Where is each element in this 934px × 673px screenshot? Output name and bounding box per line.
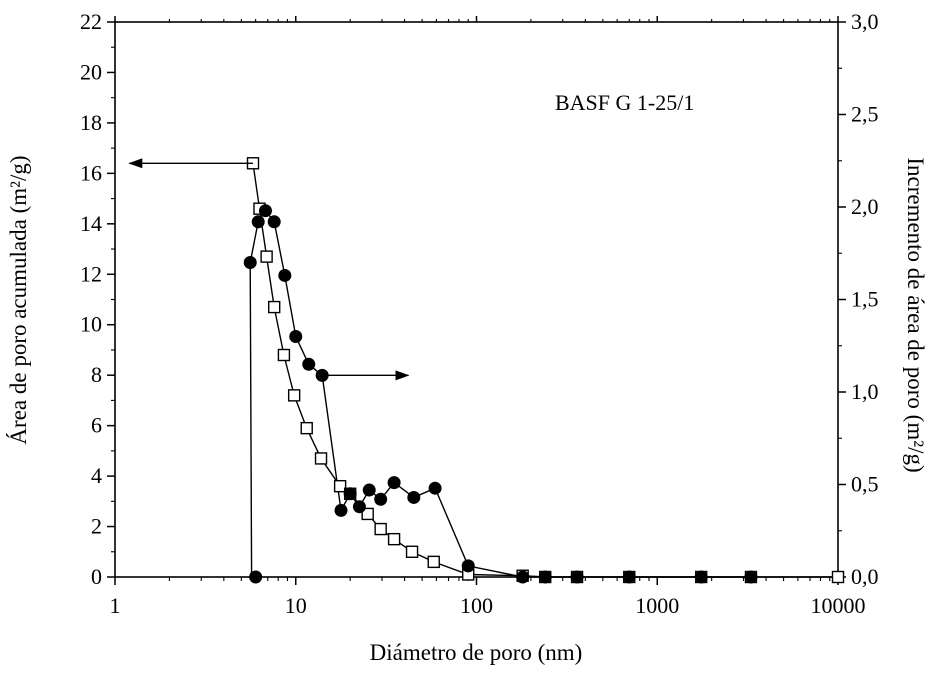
- y-right-tick-label: 0,5: [851, 472, 879, 497]
- y-left-tick-label: 16: [80, 160, 102, 185]
- y-left-tick-label: 10: [80, 312, 102, 337]
- data-point-square: [260, 250, 273, 263]
- data-point-square: [427, 555, 440, 569]
- y-right-tick-label: 3,0: [851, 9, 879, 34]
- axis-ticks: [107, 16, 846, 585]
- y-right-tick-label: 0,0: [851, 564, 879, 589]
- x-axis-label: Diámetro de poro (nm): [370, 640, 583, 665]
- series-line-2: [249, 209, 751, 578]
- data-point-circle: [267, 215, 281, 229]
- data-point-square: [277, 348, 291, 362]
- y-left-tick-label: 2: [91, 514, 102, 539]
- y-left-tick-label: 22: [80, 9, 102, 34]
- data-point-square: [361, 507, 374, 521]
- data-point-square: [333, 479, 347, 493]
- data-point-circle: [374, 492, 388, 506]
- data-point-circle: [516, 570, 530, 584]
- data-point-circle: [343, 487, 357, 501]
- data-point-circle: [249, 570, 263, 584]
- data-point-circle: [352, 500, 366, 514]
- series-arrows: [128, 158, 410, 381]
- y-left-tick-label: 12: [80, 261, 102, 286]
- y-left-tick-label: 20: [80, 59, 102, 84]
- y-right-tick-label: 2,0: [851, 194, 879, 219]
- x-tick-label: 100: [460, 593, 493, 618]
- data-point-circle: [570, 570, 584, 584]
- data-point-square: [405, 545, 419, 558]
- y-left-tick-label: 8: [91, 362, 102, 387]
- data-point-square: [387, 532, 401, 546]
- data-point-circle: [461, 559, 475, 573]
- y-axis-left-label: Área de poro acumulada (m²/g): [6, 155, 31, 444]
- x-tick-label: 10000: [811, 593, 866, 618]
- y-left-tick-label: 18: [80, 110, 102, 135]
- data-point-square: [374, 522, 387, 536]
- y-left-tick-label: 4: [91, 463, 102, 488]
- data-point-circle: [538, 570, 552, 584]
- data-point-circle: [289, 330, 303, 343]
- y-right-tick-label: 2,5: [851, 102, 879, 127]
- data-point-square: [831, 570, 845, 584]
- data-point-square: [287, 389, 301, 402]
- data-point-circle: [315, 368, 329, 382]
- data-point-circle: [251, 215, 265, 229]
- x-tick-label: 1: [110, 593, 121, 618]
- data-point-circle: [258, 204, 272, 218]
- data-point-circle: [278, 268, 292, 282]
- data-point-circle: [428, 481, 442, 495]
- data-point-square: [300, 421, 313, 435]
- data-point-circle: [334, 503, 348, 517]
- data-point-square: [314, 452, 328, 465]
- chart-annotation: BASF G 1-25/1: [555, 90, 694, 115]
- plot-frame: [114, 21, 839, 578]
- data-point-circle: [744, 570, 758, 584]
- y-left-tick-label: 0: [91, 564, 102, 589]
- data-point-circle: [243, 256, 257, 269]
- data-point-circle: [622, 570, 636, 584]
- y-left-tick-label: 6: [91, 413, 102, 438]
- y-left-tick-label: 14: [80, 211, 102, 236]
- series-points: [243, 157, 845, 584]
- axis-tick-labels: 1 10 100 1000 10000 0 2 4 6 8 10 12 14 16 18 20 22 0,0 0,5…: [80, 9, 879, 618]
- x-tick-label: 1000: [635, 593, 679, 618]
- data-point-circle: [362, 483, 376, 497]
- y-right-tick-label: 1,0: [851, 379, 879, 404]
- y-right-tick-label: 1,5: [851, 287, 879, 312]
- x-tick-label: 10: [285, 593, 307, 618]
- data-point-square: [268, 300, 281, 314]
- data-point-circle: [302, 357, 316, 371]
- data-point-circle: [694, 570, 708, 584]
- data-point-circle: [407, 490, 421, 504]
- y-axis-right-label: Incremento de área de poro (m²/g): [903, 157, 928, 472]
- data-point-circle: [387, 476, 401, 490]
